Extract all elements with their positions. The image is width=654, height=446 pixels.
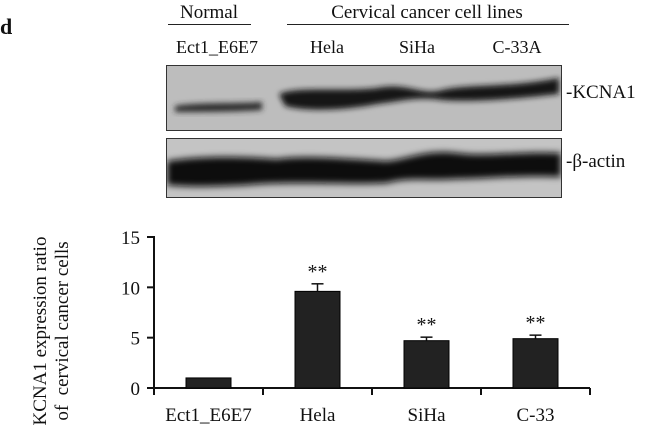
blot-label-beta-actin: -β-actin xyxy=(566,151,626,172)
y-tick-label: 0 xyxy=(131,379,141,400)
group-label-normal: Normal xyxy=(179,2,239,23)
bar-c-33 xyxy=(512,338,559,389)
lane-label-ect1: Ect1_E6E7 xyxy=(176,37,258,57)
x-tick-label: SiHa xyxy=(408,405,447,426)
bar-ect1_e6e7 xyxy=(185,377,232,389)
y-tick-label: 15 xyxy=(121,228,140,249)
group-underline-cancer xyxy=(287,24,569,25)
bar-hela xyxy=(294,290,341,389)
blot-kcna1 xyxy=(166,65,562,131)
y-tick-label: 5 xyxy=(131,329,141,350)
significance-marker: ** xyxy=(526,312,546,334)
significance-marker: ** xyxy=(308,261,328,283)
lane-label-siha: SiHa xyxy=(399,37,435,57)
blot-beta-actin xyxy=(166,138,562,198)
bar-siha xyxy=(403,340,450,389)
x-tick-label: Hela xyxy=(300,405,336,426)
x-tick-label: C-33 xyxy=(517,405,555,426)
y-tick-label: 10 xyxy=(121,278,140,299)
group-underline-normal xyxy=(168,24,251,25)
panel-label: d xyxy=(0,14,13,39)
group-label-cancer: Cervical cancer cell lines xyxy=(331,2,523,23)
lane-label-hela: Hela xyxy=(310,37,344,57)
x-tick-label: Ect1_E6E7 xyxy=(165,405,252,426)
blot-label-kcna1: -KCNA1 xyxy=(566,82,636,103)
significance-marker: ** xyxy=(417,314,437,336)
lane-label-c33a: C-33A xyxy=(492,37,542,57)
